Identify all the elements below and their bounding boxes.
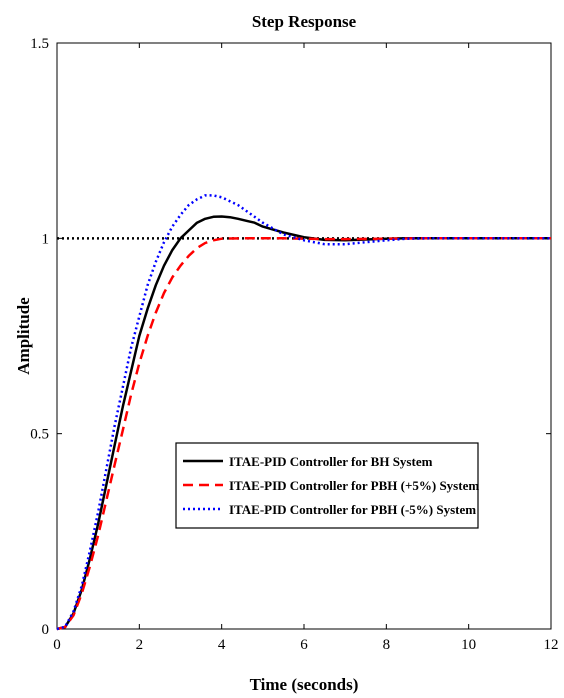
y-tick-label: 1 (42, 231, 50, 247)
plot-area-frame (56, 42, 552, 630)
legend: ITAE-PID Controller for BH System ITAE-PI… (175, 442, 479, 529)
x-tick-label: 8 (383, 637, 391, 653)
legend-label-2: ITAE-PID Controller for PBH (+5%) System (229, 478, 479, 493)
y-tick-label: 0.5 (30, 427, 49, 443)
x-tick-label: 12 (544, 637, 559, 653)
x-tick-label: 2 (136, 637, 144, 653)
legend-label-1: ITAE-PID Controller for BH System (229, 454, 433, 469)
x-axis-label: Time (seconds) (250, 675, 359, 694)
x-tick-label: 4 (218, 637, 226, 653)
axis-ticks: 0 2 4 6 8 10 12 0 0.5 1 1.5 (30, 36, 558, 653)
x-tick-label: 10 (461, 637, 476, 653)
series-line-1 (56, 215, 551, 631)
y-tick-label: 0 (42, 622, 50, 638)
y-tick-label: 1.5 (30, 36, 49, 52)
series-line-3 (56, 194, 551, 631)
x-tick-label: 6 (300, 637, 308, 653)
legend-box (175, 442, 479, 529)
series-lines (56, 194, 551, 631)
x-tick-label: 0 (53, 637, 61, 653)
chart-title: Step Response (252, 12, 357, 31)
legend-label-3: ITAE-PID Controller for PBH (-5%) System (229, 502, 476, 517)
y-axis-label: Amplitude (14, 297, 33, 375)
series-line-2 (56, 237, 551, 631)
